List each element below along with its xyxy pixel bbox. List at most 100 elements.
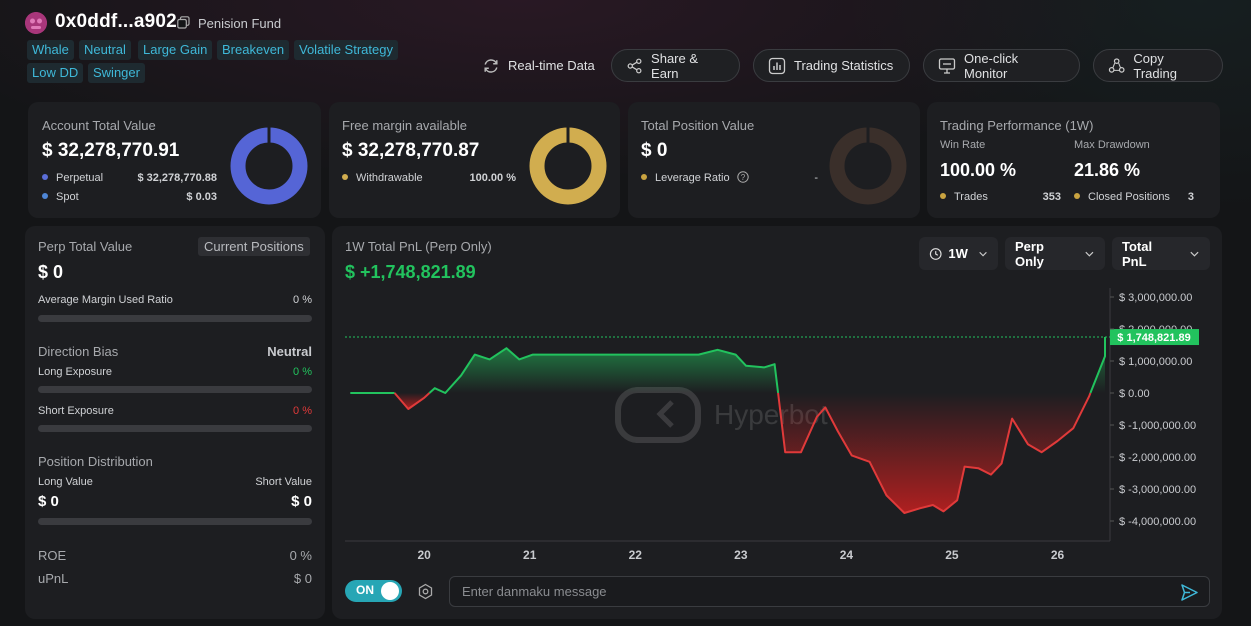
tag-volatile-strategy[interactable]: Volatile Strategy bbox=[294, 40, 398, 60]
max-drawdown-value: 21.86 % bbox=[1074, 160, 1141, 180]
closed-positions-label: Closed Positions bbox=[1074, 191, 1170, 203]
tag-swinger[interactable]: Swinger bbox=[88, 63, 145, 83]
performance-label: Trading Performance (1W) bbox=[940, 118, 1094, 133]
scope-label: Perp Only bbox=[1015, 238, 1044, 269]
short-exposure-label: Short Exposure bbox=[38, 405, 114, 417]
account-donut-chart bbox=[230, 126, 308, 205]
short-exposure-bar bbox=[38, 425, 312, 432]
share-earn-label: Share & Earn bbox=[651, 50, 699, 81]
settings-icon[interactable] bbox=[417, 583, 434, 600]
send-icon[interactable] bbox=[1180, 583, 1199, 602]
pnl-line-positive bbox=[1089, 337, 1106, 394]
position-distribution-label: Position Distribution bbox=[38, 454, 153, 469]
copy-trading-button[interactable]: Copy Trading bbox=[1093, 49, 1223, 82]
pnl-area-positive bbox=[1090, 337, 1105, 393]
x-tick-label: 20 bbox=[417, 548, 431, 562]
metric-label: Total PnL bbox=[1122, 238, 1153, 269]
period-label: 1W bbox=[948, 246, 968, 261]
win-rate-label: Win Rate bbox=[940, 139, 986, 151]
account-total-value: $ 32,278,770.91 bbox=[42, 140, 180, 161]
x-tick-label: 26 bbox=[1051, 548, 1065, 562]
tag-neutral[interactable]: Neutral bbox=[79, 40, 131, 60]
long-exposure-label: Long Exposure bbox=[38, 366, 112, 378]
last-value-label: $ 1,748,821.89 bbox=[1117, 332, 1190, 344]
roe-value: 0 % bbox=[289, 548, 312, 563]
toggle-knob bbox=[381, 582, 399, 600]
y-tick-label: $ 1,000,000.00 bbox=[1119, 356, 1192, 368]
svg-text:?: ? bbox=[740, 173, 745, 182]
share-icon bbox=[627, 58, 642, 73]
pnl-area-positive bbox=[429, 348, 779, 393]
pnl-chart-title: 1W Total PnL (Perp Only) bbox=[345, 239, 492, 254]
spot-dot bbox=[42, 193, 48, 200]
copy-trading-label: Copy Trading bbox=[1133, 50, 1177, 81]
scope-dropdown[interactable]: Perp Only bbox=[1005, 237, 1105, 270]
copy-icon[interactable] bbox=[177, 16, 190, 29]
tag-low-dd[interactable]: Low DD bbox=[27, 63, 84, 83]
avg-margin-bar bbox=[38, 315, 312, 322]
danmaku-input-box bbox=[449, 576, 1210, 607]
share-earn-button[interactable]: Share & Earn bbox=[611, 49, 740, 82]
perpetual-value: $ 32,278,770.88 bbox=[137, 172, 217, 184]
account-total-label: Account Total Value bbox=[42, 118, 156, 133]
realtime-data-label: Real-time Data bbox=[508, 58, 595, 73]
x-tick-label: 23 bbox=[734, 548, 748, 562]
spot-value: $ 0.03 bbox=[186, 191, 217, 203]
pnl-area-negative bbox=[394, 393, 430, 409]
pnl-line-negative bbox=[777, 392, 1092, 514]
period-dropdown[interactable]: 1W bbox=[919, 237, 998, 270]
last-value-badge bbox=[1110, 329, 1199, 346]
leverage-value: - bbox=[814, 172, 818, 184]
monitor-icon bbox=[938, 57, 956, 74]
short-value: $ 0 bbox=[291, 493, 312, 510]
trades-label-text: Trades bbox=[954, 191, 988, 203]
avatar bbox=[25, 12, 47, 34]
y-tick-label: $ -1,000,000.00 bbox=[1119, 420, 1196, 432]
pnl-area-negative bbox=[778, 393, 1091, 513]
one-click-monitor-button[interactable]: One-click Monitor bbox=[923, 49, 1080, 82]
tag-whale[interactable]: Whale bbox=[27, 40, 74, 60]
metric-dropdown[interactable]: Total PnL bbox=[1112, 237, 1210, 270]
current-positions-button[interactable]: Current Positions bbox=[198, 237, 310, 256]
direction-bias-label: Direction Bias bbox=[38, 344, 119, 359]
trading-statistics-label: Trading Statistics bbox=[794, 58, 894, 73]
tag-breakeven[interactable]: Breakeven bbox=[217, 40, 290, 60]
position-value-card: Total Position Value $ 0 Leverage Ratio … bbox=[628, 102, 920, 218]
x-tick-label: 21 bbox=[523, 548, 537, 562]
y-tick-label: $ -2,000,000.00 bbox=[1119, 452, 1196, 464]
hyperbot-watermark-logo bbox=[615, 387, 701, 443]
spot-label: Spot bbox=[42, 191, 79, 203]
long-exposure-bar bbox=[38, 386, 312, 393]
copy-trading-icon bbox=[1108, 57, 1125, 73]
help-icon[interactable]: ? bbox=[736, 171, 749, 183]
wallet-address: 0x0ddf...a902 bbox=[55, 11, 177, 32]
withdrawable-value: 100.00 % bbox=[469, 172, 516, 184]
max-drawdown-label: Max Drawdown bbox=[1074, 139, 1150, 151]
realtime-data-button[interactable]: Real-time Data bbox=[468, 49, 609, 82]
perpetual-label-text: Perpetual bbox=[56, 172, 104, 184]
chevron-down-icon bbox=[1190, 251, 1199, 257]
short-exposure-value: 0 % bbox=[293, 405, 312, 417]
danmaku-input[interactable] bbox=[460, 583, 1164, 600]
long-value: $ 0 bbox=[38, 493, 59, 510]
tag-large-gain[interactable]: Large Gain bbox=[138, 40, 213, 60]
short-value-label: Short Value bbox=[255, 476, 312, 488]
perp-panel: Perp Total Value Current Positions $ 0 A… bbox=[25, 226, 325, 619]
stats-icon bbox=[768, 57, 786, 74]
fund-name: Penision Fund bbox=[198, 16, 282, 31]
perpetual-dot bbox=[42, 174, 48, 181]
leverage-label: Leverage Ratio ? bbox=[641, 171, 749, 184]
position-donut-chart bbox=[829, 126, 907, 205]
x-tick-label: 25 bbox=[945, 548, 959, 562]
y-tick-label: $ -3,000,000.00 bbox=[1119, 484, 1196, 496]
win-rate-value: 100.00 % bbox=[940, 160, 1017, 180]
trading-statistics-button[interactable]: Trading Statistics bbox=[753, 49, 910, 82]
trades-dot bbox=[940, 193, 946, 200]
danmaku-toggle[interactable]: ON bbox=[345, 580, 402, 602]
position-distribution-bar bbox=[38, 518, 312, 525]
chevron-down-icon bbox=[1085, 251, 1094, 257]
free-margin-value: $ 32,278,770.87 bbox=[342, 140, 480, 161]
leverage-label-text: Leverage Ratio bbox=[655, 172, 730, 184]
pnl-line-positive bbox=[428, 347, 780, 394]
avg-margin-value: 0 % bbox=[293, 294, 312, 306]
